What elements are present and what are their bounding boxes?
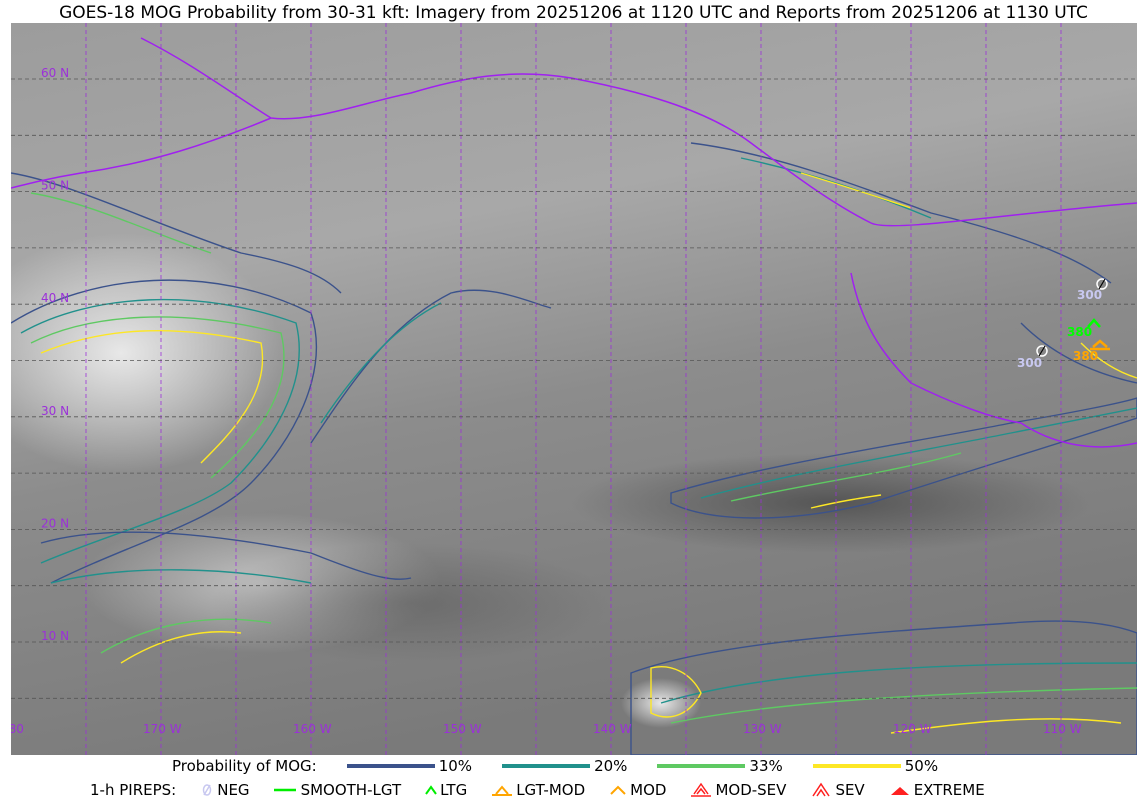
level-label: 33% — [749, 757, 783, 775]
lgt-mod-caret-bar-icon — [492, 785, 513, 796]
level-33-swatch — [657, 764, 746, 768]
pirep-legend-label: 1-h PIREPS: — [90, 781, 177, 799]
mod-sev-double-caret-bar-icon — [691, 782, 712, 797]
lat-label: 30 N — [41, 404, 69, 418]
pirep-type-label: SMOOTH-LGT — [300, 781, 402, 799]
lon-label: 140 W — [593, 722, 632, 736]
coastlines — [11, 37, 1137, 448]
smooth-lgt-line-icon — [273, 788, 296, 792]
probability-legend: Probability of MOG: 10% 20% 33% 50% — [172, 757, 1147, 775]
level-label: 50% — [904, 757, 939, 775]
pirep-type-label: LTG — [440, 781, 468, 799]
pirep-type-label: MOD-SEV — [715, 781, 787, 799]
pirep-type-label: EXTREME — [913, 781, 985, 799]
level-label: 20% — [594, 757, 628, 775]
pirep-lgt-mod-marker[interactable]: 380 — [1073, 339, 1110, 363]
map-canvas: 60 N 50 N 40 N 30 N 20 N 10 N 180 170 W 160 W 150… — [11, 23, 1137, 755]
lat-lon-grid: 60 N 50 N 40 N 30 N 20 N 10 N 180 170 W 160 W 150… — [11, 23, 1137, 755]
pirep-type-label: NEG — [217, 781, 250, 799]
lat-label: 20 N — [41, 516, 69, 530]
lon-label: 180 — [11, 722, 24, 736]
pirep-legend: 1-h PIREPS: NEG SMOOTH-LGT LTG LGT-MOD M… — [90, 781, 1147, 799]
lat-label: 50 N — [41, 179, 69, 193]
pirep-neg-marker[interactable]: 300 — [1077, 278, 1108, 302]
pirep-markers: 300 380 380 300 — [1017, 278, 1110, 370]
lon-label: 160 W — [293, 722, 332, 736]
pirep-type-label: SEV — [835, 781, 865, 799]
pirep-type-label: MOD — [630, 781, 667, 799]
neg-slash-circle-icon — [202, 784, 212, 796]
level-label: 10% — [438, 757, 473, 775]
lat-label: 60 N — [41, 66, 69, 80]
pirep-neg-marker[interactable]: 300 — [1017, 345, 1048, 370]
pirep-altitude: 380 — [1073, 349, 1098, 363]
lon-label: 110 W — [1043, 722, 1082, 736]
figure-title: GOES-18 MOG Probability from 30-31 kft: … — [59, 3, 1088, 23]
level-20-swatch — [502, 764, 591, 768]
satellite-map: 60 N 50 N 40 N 30 N 20 N 10 N 180 170 W 160 W 150… — [11, 23, 1137, 755]
lat-label: 40 N — [41, 291, 69, 305]
pirep-ltg-marker[interactable]: 380 — [1067, 318, 1101, 339]
lon-label: 170 W — [143, 722, 182, 736]
lon-label: 130 W — [743, 722, 782, 736]
sev-double-caret-icon — [812, 782, 831, 797]
extreme-triangle-icon — [890, 787, 909, 795]
lon-label: 150 W — [443, 722, 482, 736]
lon-label: 120 W — [893, 722, 932, 736]
pirep-altitude: 300 — [1017, 356, 1042, 370]
lat-label: 10 N — [41, 629, 69, 643]
pirep-type-label: LGT-MOD — [516, 781, 586, 799]
level-50-swatch — [812, 764, 901, 768]
pirep-altitude: 380 — [1067, 325, 1092, 339]
mod-caret-icon — [610, 785, 626, 795]
ltg-caret-icon — [425, 785, 437, 795]
pirep-altitude: 300 — [1077, 288, 1102, 302]
probability-legend-label: Probability of MOG: — [172, 757, 317, 775]
level-10-swatch — [346, 764, 435, 768]
